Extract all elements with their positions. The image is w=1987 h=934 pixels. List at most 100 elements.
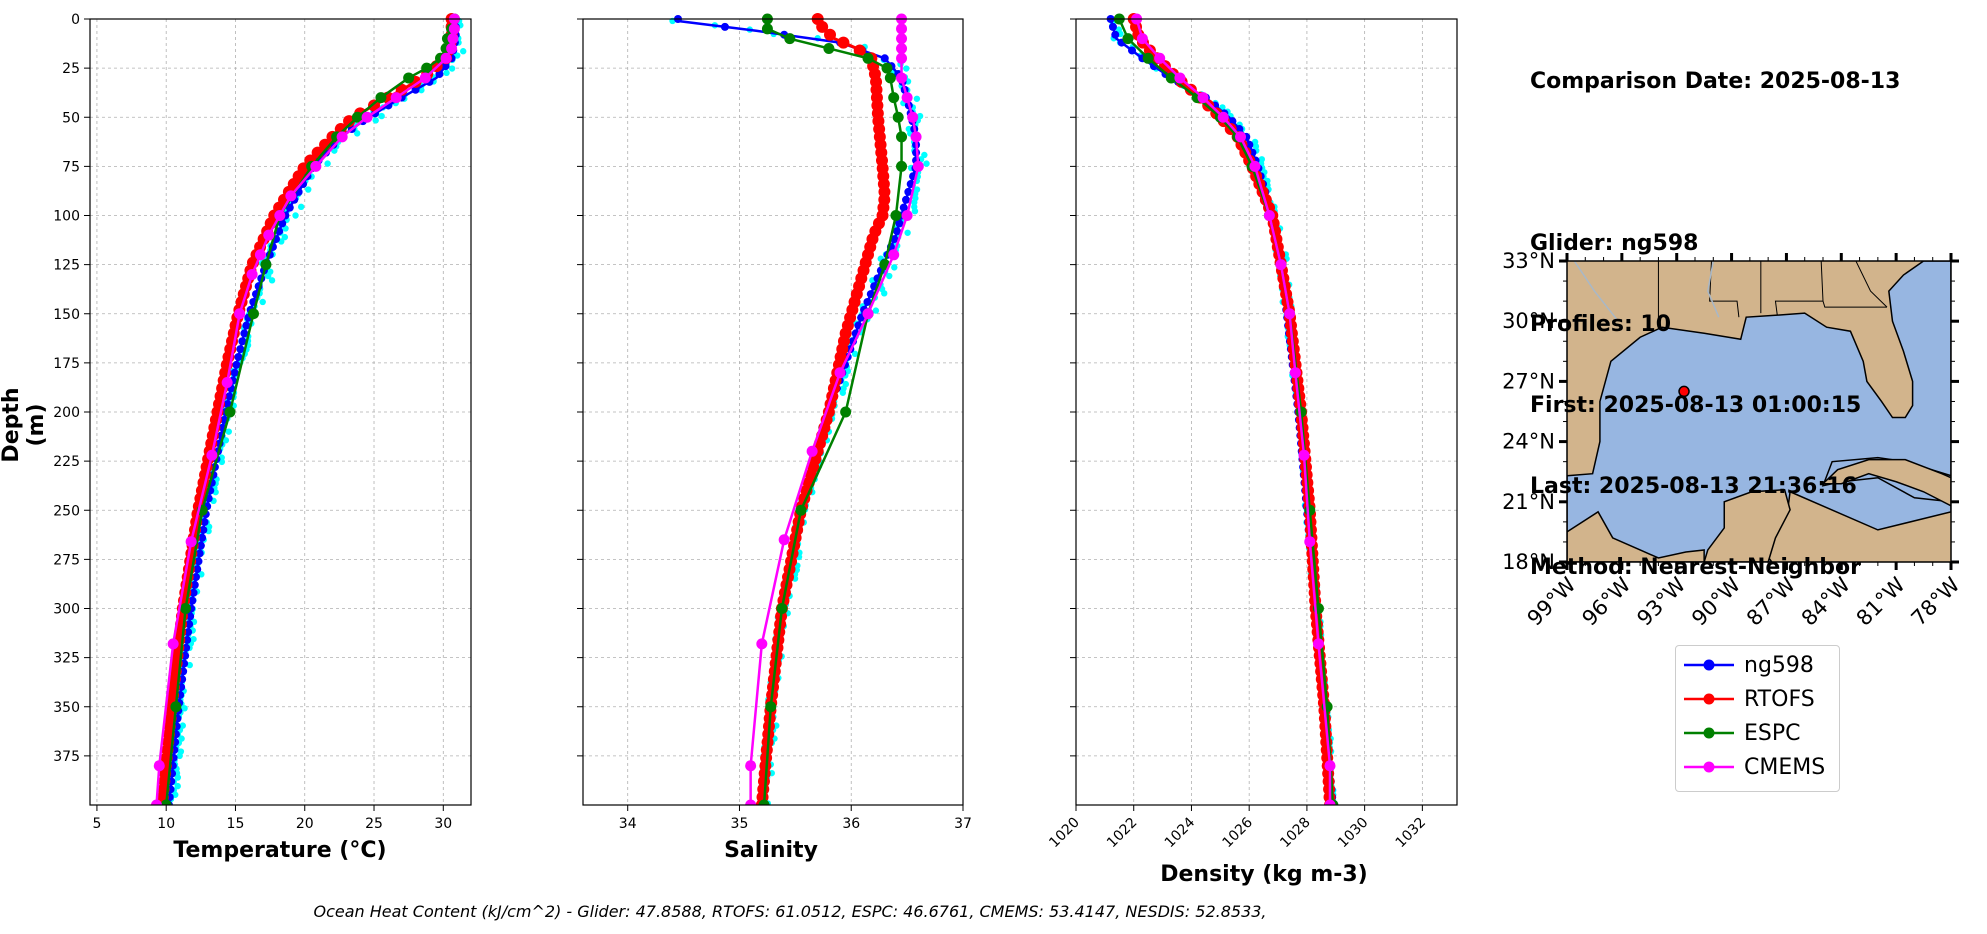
series-point-espc bbox=[784, 33, 796, 45]
series-point-ng598 bbox=[236, 345, 245, 354]
y-tick-label: 225 bbox=[53, 454, 80, 470]
series-point-cmems bbox=[896, 23, 908, 35]
x-tick-label: 1030 bbox=[1335, 815, 1372, 852]
series-point-ng598 bbox=[234, 352, 243, 361]
series-point-ng598 bbox=[893, 227, 902, 236]
series-point-cmems bbox=[185, 536, 197, 548]
series-point-ng598 bbox=[193, 565, 202, 574]
series-point-cmems bbox=[263, 229, 275, 241]
series-point-ng598 bbox=[195, 549, 204, 558]
raw-glider-point bbox=[454, 52, 461, 59]
map-lat-label: 27°N bbox=[1502, 369, 1555, 393]
series-point-ng598 bbox=[194, 557, 203, 566]
series-point-espc bbox=[160, 799, 172, 805]
series-point-espc bbox=[758, 799, 770, 805]
raw-glider-point bbox=[372, 117, 379, 124]
series-point-ng598 bbox=[904, 187, 913, 196]
series-point-ng598 bbox=[192, 573, 201, 582]
series-point-espc bbox=[896, 131, 908, 143]
series-point-ng598 bbox=[238, 337, 247, 346]
series-point-ng598 bbox=[230, 368, 239, 377]
x-tick-label: 37 bbox=[954, 816, 972, 832]
map-river bbox=[1573, 261, 1619, 322]
salinity-axis-label: Salinity bbox=[724, 838, 818, 863]
series-line-cmems bbox=[155, 19, 456, 805]
series-point-cmems bbox=[862, 308, 874, 320]
interp-method: Method: Nearest-Neighbor bbox=[1530, 555, 1861, 580]
panel-2: 1020 1022 1024 1026 1028 1030 1032 bbox=[1046, 13, 1458, 852]
x-tick-label: 20 bbox=[296, 816, 314, 832]
x-tick-label: 10 bbox=[157, 816, 175, 832]
series-point-espc bbox=[224, 406, 236, 418]
series-point-cmems bbox=[221, 377, 233, 389]
raw-glider-point bbox=[174, 782, 181, 790]
series-point-ng598 bbox=[196, 541, 205, 550]
axes-frame bbox=[1075, 18, 1458, 806]
series-point-ng598 bbox=[880, 54, 889, 63]
map-lat-label: 18°N bbox=[1502, 550, 1555, 574]
series-point-ng598 bbox=[183, 635, 192, 644]
raw-glider-point bbox=[174, 774, 182, 781]
series-point-cmems bbox=[1136, 33, 1148, 45]
series-point-ng598 bbox=[411, 85, 420, 94]
series-point-espc bbox=[247, 308, 259, 320]
raw-glider-point bbox=[297, 203, 305, 211]
series-point-cmems bbox=[896, 33, 908, 45]
y-tick-label: 50 bbox=[62, 110, 80, 126]
series-point-cmems bbox=[1154, 52, 1166, 64]
series-point-cmems bbox=[153, 760, 165, 772]
series-point-ng598 bbox=[185, 620, 194, 629]
series-point-cmems bbox=[274, 210, 286, 221]
density-axis-label: Density (kg m-3) bbox=[1160, 862, 1368, 887]
map-lat-label: 30°N bbox=[1502, 309, 1555, 333]
series-point-cmems bbox=[336, 131, 348, 143]
map-state-border bbox=[1774, 261, 1824, 316]
legend: ng598 RTOFS ESPC CMEMS bbox=[1675, 645, 1840, 792]
raw-glider-point bbox=[911, 207, 919, 215]
series-point-cmems bbox=[745, 799, 757, 805]
series-point-cmems bbox=[448, 23, 460, 35]
series-point-espc bbox=[1122, 33, 1134, 45]
series-point-espc bbox=[890, 210, 902, 221]
series-point-cmems bbox=[1217, 111, 1229, 123]
y-tick-label: 275 bbox=[53, 552, 80, 568]
y-tick-label: 175 bbox=[53, 356, 80, 372]
legend-label: RTOFS bbox=[1744, 686, 1815, 712]
series-point-espc bbox=[884, 72, 896, 84]
x-tick-label: 25 bbox=[365, 816, 383, 832]
raw-glider-point bbox=[268, 277, 276, 284]
raw-glider-point bbox=[913, 95, 921, 102]
plot-area-2 bbox=[1106, 13, 1339, 805]
series-point-ng598 bbox=[902, 195, 910, 204]
series-point-ng598 bbox=[182, 643, 191, 652]
raw-glider-point bbox=[886, 272, 893, 280]
series-point-ng598 bbox=[199, 525, 208, 534]
series-point-cmems bbox=[1324, 760, 1336, 772]
raw-glider-point bbox=[891, 264, 898, 271]
x-tick-label: 1032 bbox=[1393, 815, 1430, 852]
y-tick-label: 375 bbox=[53, 749, 80, 765]
series-point-ng598 bbox=[285, 203, 294, 212]
series-point-cmems bbox=[390, 92, 402, 104]
series-point-cmems bbox=[1312, 638, 1324, 650]
series-point-espc bbox=[403, 72, 415, 84]
glider-position-marker bbox=[1678, 385, 1690, 398]
series-point-cmems bbox=[151, 799, 163, 805]
series-point-espc bbox=[1165, 72, 1177, 84]
series-point-cmems bbox=[1298, 449, 1310, 461]
map-southern-mexico bbox=[1567, 510, 1705, 562]
raw-glider-point bbox=[292, 212, 299, 219]
legend-marker-espc bbox=[1684, 727, 1734, 739]
series-point-cmems bbox=[1235, 131, 1247, 143]
raw-glider-point bbox=[872, 307, 880, 314]
series-point-cmems bbox=[1249, 160, 1261, 172]
temperature-axis-label: Temperature (°C) bbox=[173, 838, 387, 863]
series-point-cmems bbox=[901, 92, 913, 104]
series-line-espc bbox=[1118, 18, 1335, 805]
series-point-espc bbox=[888, 92, 900, 104]
raw-glider-point bbox=[259, 298, 266, 306]
series-point-cmems bbox=[907, 111, 919, 123]
last-time: Last: 2025-08-13 21:36:16 bbox=[1530, 474, 1857, 499]
raw-glider-point bbox=[923, 160, 930, 167]
raw-glider-point bbox=[904, 229, 911, 236]
